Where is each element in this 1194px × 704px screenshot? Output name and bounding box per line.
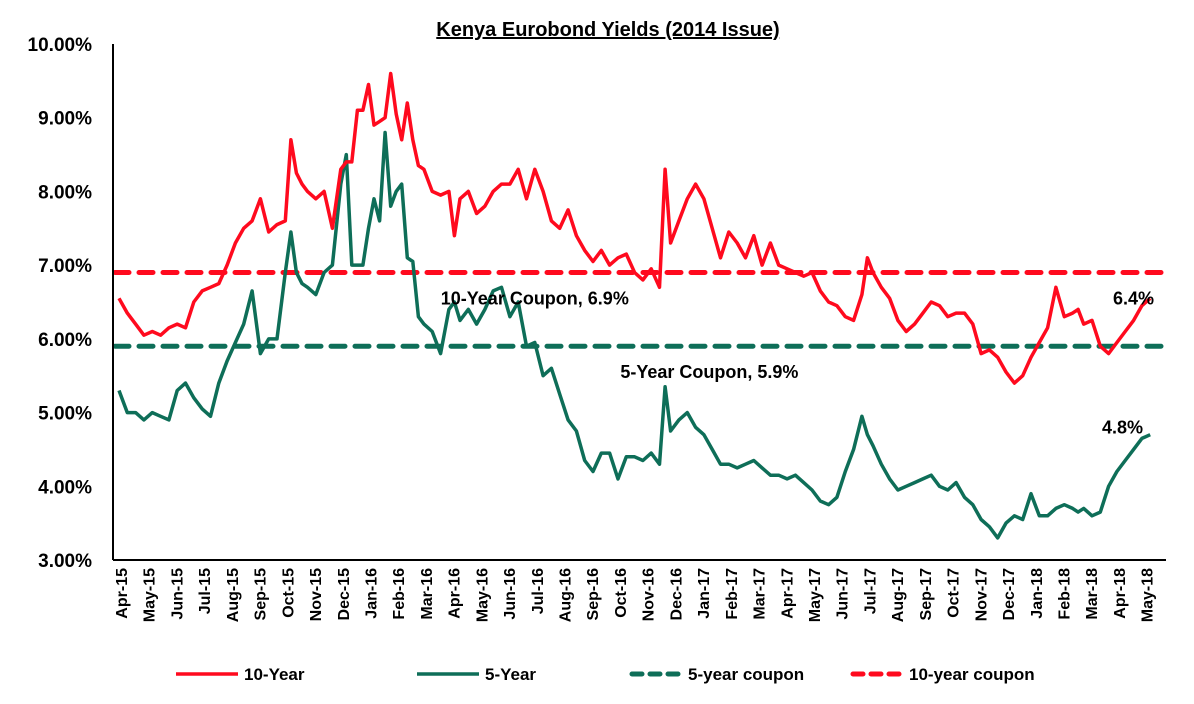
10-year-yield-line	[117, 71, 1152, 385]
legend-item: 10-Year	[176, 665, 305, 684]
legend-item: 10-year coupon	[850, 665, 1035, 684]
y-tick-label: 7.00%	[38, 256, 92, 277]
x-tick-label: Jul-17	[862, 568, 879, 614]
legend-item: 5-Year	[417, 665, 536, 684]
chart-title: Kenya Eurobond Yields (2014 Issue)	[436, 19, 779, 41]
x-tick-label: Aug-17	[890, 568, 907, 622]
legend-label: 10-Year	[244, 665, 305, 684]
x-tick-label: Jun-17	[835, 568, 852, 620]
x-tick-label: Aug-15	[225, 568, 242, 622]
x-tick-label: Dec-17	[1001, 568, 1018, 621]
legend-label: 10-year coupon	[909, 665, 1035, 684]
x-tick-label: Feb-18	[1056, 568, 1073, 620]
x-tick-label: Nov-17	[973, 568, 990, 621]
annotations: 10-Year Coupon, 6.9% 5-Year Coupon, 5.9% 6…	[441, 288, 1154, 437]
x-tick-label: Mar-18	[1084, 568, 1101, 620]
x-tick-label: May-16	[474, 568, 491, 622]
x-tick-label: Aug-16	[558, 568, 575, 622]
5-year-yield-line	[117, 130, 1151, 540]
y-tick-label: 3.00%	[38, 551, 92, 572]
x-tick-label: Nov-15	[308, 568, 325, 621]
x-tick-label: Sep-15	[253, 568, 270, 621]
x-tick-label: May-15	[142, 568, 159, 622]
x-tick-label: Sep-17	[918, 568, 935, 621]
annotation-label: 10-Year Coupon, 6.9%	[441, 288, 629, 308]
x-axis-ticks: Apr-15 May-15 Jun-15 Jul-15 Aug-15 Sep-15 Oct-…	[114, 568, 1157, 622]
x-tick-label: Feb-17	[724, 568, 741, 620]
y-axis-ticks: 3.00% 4.00% 5.00% 6.00% 7.00% 8.00% 9.00% 10.00…	[28, 35, 93, 572]
x-tick-label: Jan-16	[363, 568, 380, 619]
x-tick-label: Jan-18	[1029, 568, 1046, 619]
annotation-label: 6.4%	[1113, 288, 1154, 308]
y-tick-label: 9.00%	[38, 109, 92, 130]
x-tick-label: Apr-15	[114, 568, 131, 619]
x-tick-label: Feb-16	[391, 568, 408, 620]
legend-item: 5-year coupon	[629, 665, 804, 684]
x-tick-label: Jan-17	[696, 568, 713, 619]
x-tick-label: Sep-16	[585, 568, 602, 621]
series-lines	[117, 71, 1152, 540]
x-tick-label: Jun-16	[502, 568, 519, 620]
annotation-label: 5-Year Coupon, 5.9%	[620, 362, 798, 382]
x-tick-label: Mar-16	[419, 568, 436, 620]
x-tick-label: Jun-15	[169, 568, 186, 620]
legend-label: 5-Year	[485, 665, 536, 684]
y-tick-label: 4.00%	[38, 477, 92, 498]
x-tick-label: Oct-17	[946, 568, 963, 618]
legend: 10-Year 5-Year 5-year coupon 10-year coupon	[176, 665, 1035, 684]
x-tick-label: May-17	[807, 568, 824, 622]
y-tick-label: 10.00%	[28, 35, 93, 56]
y-tick-label: 5.00%	[38, 404, 92, 425]
coupon-lines	[112, 270, 1169, 349]
x-tick-label: May-18	[1140, 568, 1157, 622]
x-tick-label: Apr-18	[1112, 568, 1129, 619]
x-tick-label: Oct-15	[280, 568, 297, 618]
x-tick-label: Apr-16	[447, 568, 464, 619]
x-tick-label: Jul-15	[197, 568, 214, 614]
x-tick-label: Apr-17	[779, 568, 796, 619]
x-tick-label: Oct-16	[613, 568, 630, 618]
x-tick-label: Nov-16	[641, 568, 658, 621]
legend-label: 5-year coupon	[688, 665, 804, 684]
y-tick-label: 6.00%	[38, 330, 92, 351]
x-tick-label: Jul-16	[530, 568, 547, 614]
x-tick-label: Dec-16	[668, 568, 685, 621]
x-tick-label: Dec-15	[336, 568, 353, 621]
x-tick-label: Mar-17	[752, 568, 769, 620]
y-tick-label: 8.00%	[38, 182, 92, 203]
annotation-label: 4.8%	[1102, 417, 1143, 437]
